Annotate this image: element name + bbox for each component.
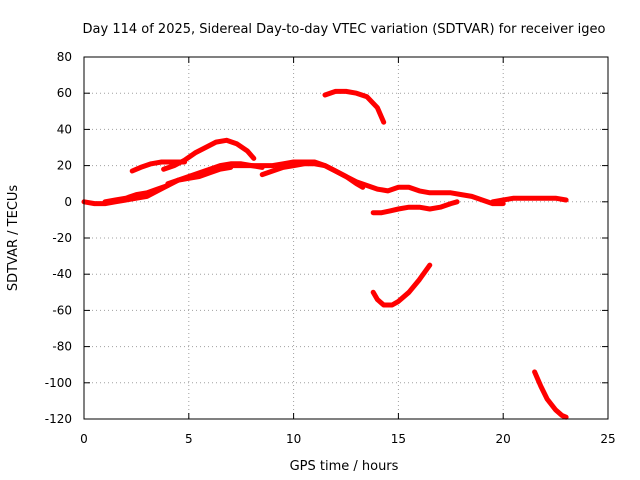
series-line-s10: [370, 262, 433, 308]
series-line-s4: [102, 183, 171, 205]
y-axis-label: SDTVAR / TECUs: [6, 185, 21, 292]
series-line-s3: [161, 137, 257, 172]
y-tick-label: -100: [45, 376, 72, 390]
series-line-s6: [228, 159, 506, 207]
series-line-s11: [490, 195, 569, 205]
y-tick-label: 20: [57, 159, 72, 173]
y-tick-label: -120: [45, 412, 72, 426]
plot-frame: [83, 56, 609, 420]
y-tick-label: 80: [57, 50, 72, 64]
series-line-s2: [129, 159, 188, 174]
series-line-s9: [370, 199, 460, 216]
x-tick-label: 15: [391, 432, 406, 446]
x-tick-label: 0: [80, 432, 88, 446]
y-tick-labels: -120 -100 -80 -60 -40 -20 0 20 40 60 80: [45, 50, 72, 426]
grid: [84, 57, 608, 419]
y-tick-label: 0: [64, 195, 72, 209]
y-tick-label: -40: [52, 267, 72, 281]
x-axis-label: GPS time / hours: [290, 459, 399, 474]
x-tick-label: 25: [600, 432, 615, 446]
y-tick-label: -20: [52, 231, 72, 245]
data-series: [81, 88, 569, 420]
series-line-s7: [259, 161, 366, 190]
x-tick-label: 10: [286, 432, 301, 446]
y-tick-label: 40: [57, 122, 72, 136]
chart-title: Day 114 of 2025, Sidereal Day-to-day VTE…: [83, 22, 606, 37]
x-tick-labels: 0 5 10 15 20 25: [80, 432, 615, 446]
y-tick-label: -60: [52, 303, 72, 317]
y-tick-label: 60: [57, 86, 72, 100]
series-line-s12: [532, 369, 569, 420]
series-line-s5: [165, 164, 234, 187]
y-tick-label: -80: [52, 340, 72, 354]
x-tick-label: 5: [185, 432, 193, 446]
x-tick-label: 20: [496, 432, 511, 446]
series-line-s8: [322, 88, 387, 125]
